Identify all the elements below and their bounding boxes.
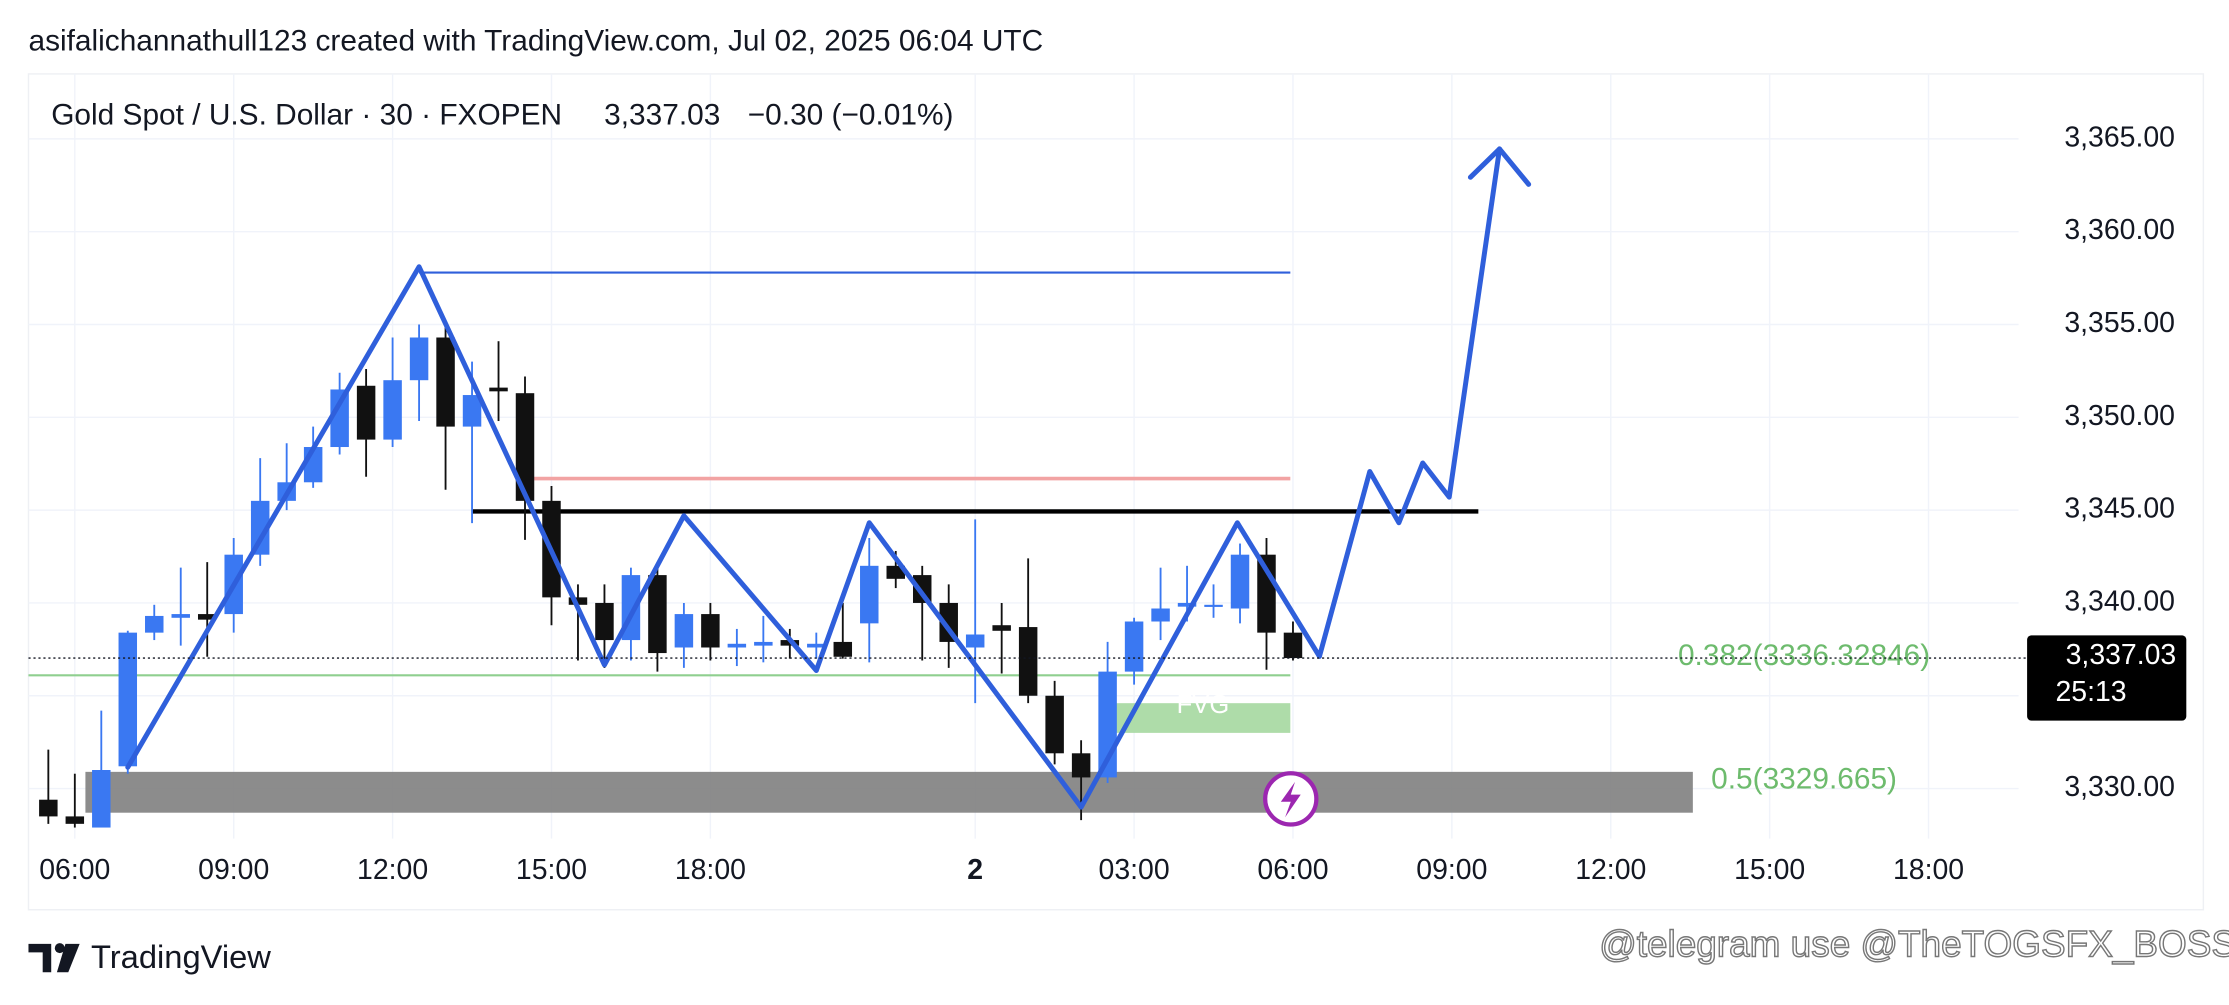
projection-line <box>125 146 1503 810</box>
x-tick-label: 12:00 <box>1575 854 1646 886</box>
chart-frame <box>27 73 2205 911</box>
last-price-label: 3,337.03 <box>2066 639 2177 671</box>
candle-body <box>489 387 508 392</box>
candle-body <box>727 643 747 648</box>
candle-body <box>39 799 58 817</box>
x-tick-label: 15:00 <box>516 854 587 886</box>
legend-price: 3,337.03 <box>604 98 720 131</box>
x-tick-label: 06:00 <box>39 854 110 886</box>
x-tick-label: 09:00 <box>1416 854 1487 886</box>
lightning-icon <box>1263 771 1319 827</box>
candle-body <box>145 615 164 633</box>
candle-body <box>886 565 905 579</box>
candle-body <box>1045 695 1064 754</box>
candle-body <box>1204 604 1223 607</box>
y-tick-label: 3,355.00 <box>2064 307 2175 339</box>
candle-body <box>409 337 429 381</box>
fib-label: 0.382(3336.32846) <box>1678 639 1930 672</box>
candle-body <box>1283 632 1303 659</box>
fib-label: 0.5(3329.665) <box>1711 762 1897 795</box>
candle-body <box>197 614 217 620</box>
tv-logo <box>28 943 80 973</box>
x-tick-label: 18:00 <box>675 854 746 886</box>
candle-body <box>436 337 455 427</box>
candle-body <box>92 770 111 828</box>
candle-body <box>1124 621 1144 672</box>
candle-body <box>462 395 482 427</box>
candle-body <box>1151 608 1170 622</box>
header: asifalichannathull123 created with Tradi… <box>28 25 1043 58</box>
countdown-label: 25:13 <box>2056 676 2127 708</box>
candle-body <box>833 641 853 657</box>
x-tick-label: 09:00 <box>198 854 269 886</box>
candle-body <box>118 632 138 767</box>
candle-body <box>674 614 694 648</box>
candle-body <box>1230 554 1250 609</box>
candle-body <box>356 385 376 440</box>
candle-body <box>701 614 720 648</box>
candle-body <box>515 393 535 501</box>
zone-label: FVG <box>1177 691 1230 719</box>
x-tick-label: 15:00 <box>1734 854 1805 886</box>
zone-box <box>85 771 1693 813</box>
candle-body <box>1071 753 1091 778</box>
x-tick-label: 03:00 <box>1099 854 1170 886</box>
candle-body <box>65 816 85 824</box>
y-tick-label: 3,350.00 <box>2064 400 2175 432</box>
last-price-box <box>2027 635 2187 721</box>
y-tick-label: 3,340.00 <box>2064 585 2175 617</box>
legend-symbol: Gold Spot / U.S. Dollar · 30 · FXOPEN <box>51 98 562 131</box>
drawings: FVG <box>28 271 1693 813</box>
candle-body <box>330 389 349 448</box>
candle-body <box>595 602 614 641</box>
candle-body <box>1177 602 1197 607</box>
x-tick-label: 12:00 <box>357 854 428 886</box>
candle-body <box>1018 627 1038 696</box>
candle-body <box>568 597 588 605</box>
candle-body <box>860 565 879 624</box>
candle-body <box>250 500 270 555</box>
candle-body <box>965 634 985 648</box>
zone-box <box>1115 703 1291 733</box>
y-tick-label: 3,360.00 <box>2064 214 2175 246</box>
candle-body <box>171 614 190 618</box>
candle-body <box>807 643 826 648</box>
candle-body <box>992 625 1011 631</box>
y-tick-label: 3,365.00 <box>2064 121 2175 153</box>
x-tick-label: 06:00 <box>1257 854 1328 886</box>
projection-arrowhead <box>1467 146 1532 187</box>
y-tick-label: 3,330.00 <box>2064 771 2175 803</box>
y-tick-label: 3,345.00 <box>2064 493 2175 525</box>
candle-body <box>754 641 773 646</box>
x-tick-label: 18:00 <box>1893 854 1964 886</box>
x-tick-label: 2 <box>967 854 983 886</box>
brand: TradingView <box>91 938 271 975</box>
overlays: 0.382(3336.32846) 0.5(3329.665) 3,337.03 25… <box>28 146 2187 810</box>
candle-body <box>383 380 402 440</box>
candle-body <box>648 575 667 654</box>
watermark: @telegram use @TheTOGSFX_BOSS <box>1599 923 2229 964</box>
legend-change: −0.30 (−0.01%) <box>748 98 954 131</box>
